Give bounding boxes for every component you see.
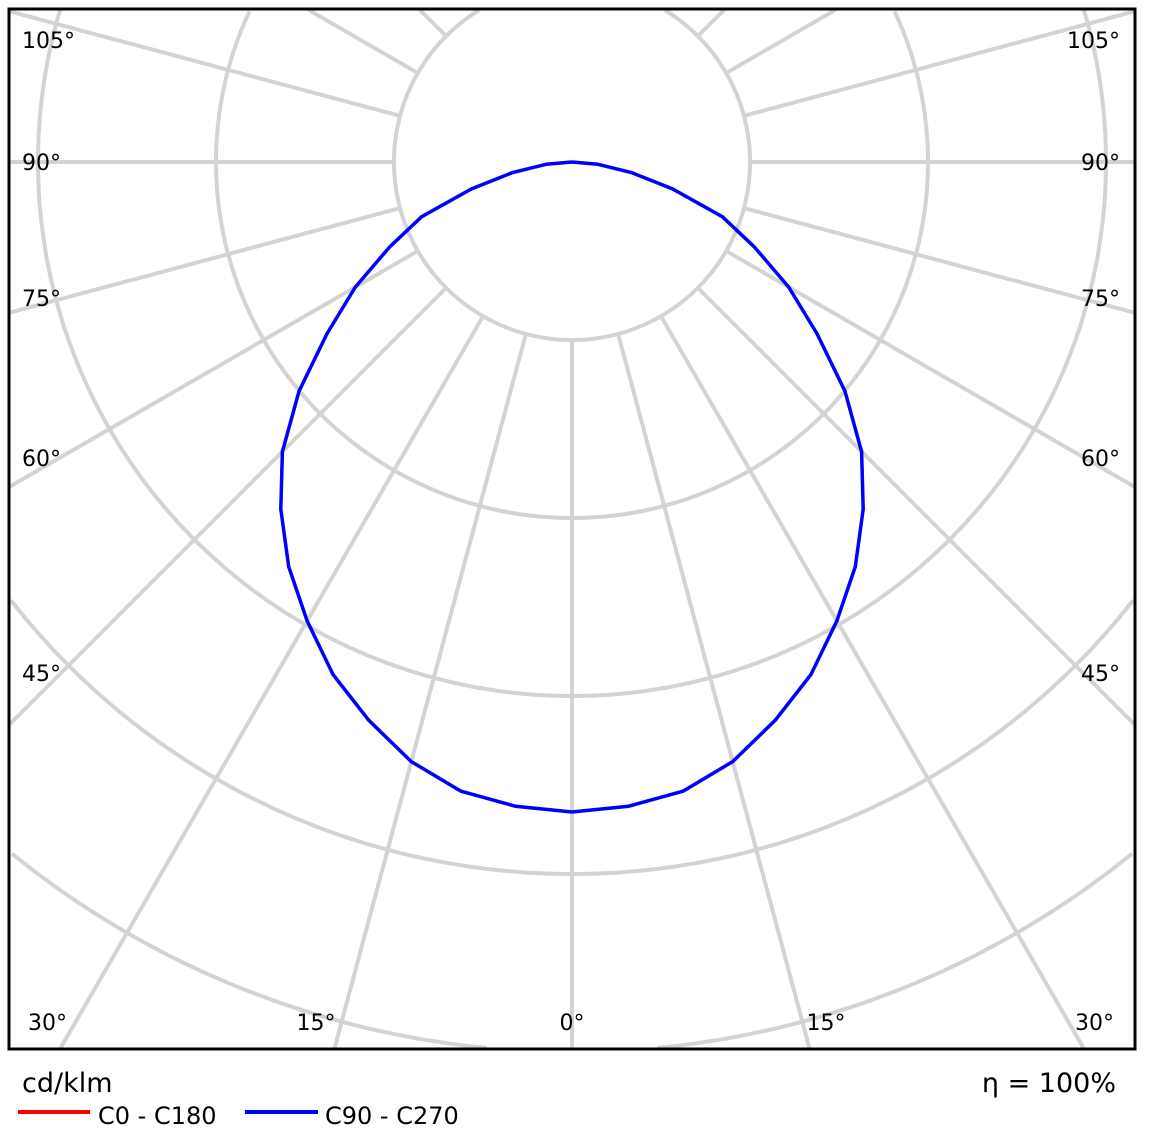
angle-label-right-45: 45° [1081,662,1120,687]
angle-label-bottom-30-left: 30° [28,1011,67,1036]
angle-label-right-60: 60° [1081,447,1120,472]
intensity-curves [279,160,865,814]
grid-ring [36,9,572,698]
grid-ring [572,9,1108,698]
legend-label-c0-c180: C0 - C180 [98,1102,217,1130]
angle-label-bottom-15-right: 15° [807,1011,846,1036]
grid-radial-line [659,315,1086,1049]
grid-radial-line [307,9,419,75]
grid-radial-line [725,249,1135,489]
grid-radial-line [696,286,1135,726]
grid-ring [572,599,1135,876]
grid-radial-line [9,286,448,726]
grid-radial-line [58,315,485,1049]
grid-ring [392,9,572,342]
grid-radial-line [9,249,419,489]
angle-label-bottom-0: 0° [560,1011,585,1036]
grid-radial-line [418,9,448,38]
unit-label: cd/klm [22,1068,113,1099]
grid-radial-line [332,333,528,1049]
angle-label-right-75: 75° [1081,287,1120,312]
grid-ring [214,10,572,520]
polar-grid [9,9,1135,1049]
grid-ring [572,10,930,520]
angle-label-left-60: 60° [22,447,61,472]
angle-label-bottom-30-right: 30° [1075,1011,1114,1036]
grid-radial-line [616,333,812,1049]
angle-label-left-105: 105° [22,29,75,54]
grid-ring [9,599,572,876]
chart-frame [7,7,1137,1051]
angle-label-left-45: 45° [22,662,61,687]
series-curve-c90-c270 [279,160,865,814]
grid-radial-line [9,206,401,315]
grid-ring [657,852,1134,1049]
angle-label-left-75: 75° [22,287,61,312]
angle-label-right-90: 90° [1081,151,1120,176]
grid-radial-line [9,9,401,118]
grid-radial-line [743,206,1135,315]
grid-radial-line [743,9,1135,118]
angle-label-bottom-15-left: 15° [297,1011,336,1036]
grid-radial-line [696,9,726,38]
grid-ring [572,9,752,342]
angle-label-left-90: 90° [22,151,61,176]
grid-ring [10,852,487,1049]
efficiency-label: η = 100% [982,1068,1116,1099]
grid-radial-line [725,9,837,75]
angle-label-right-105: 105° [1067,29,1120,54]
legend-label-c90-c270: C90 - C270 [325,1102,459,1130]
